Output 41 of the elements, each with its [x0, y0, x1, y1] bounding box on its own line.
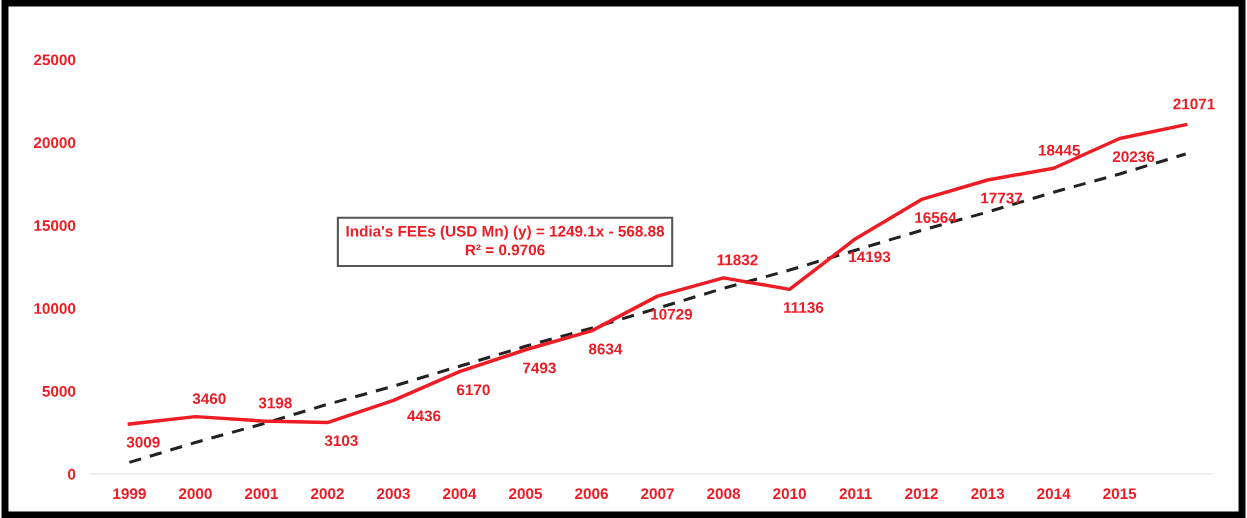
data-label: 7493	[523, 362, 556, 374]
data-label: 20236	[1112, 151, 1155, 163]
data-label: 8634	[588, 343, 623, 355]
x-tick-label: 2006	[575, 488, 608, 500]
data-label: 11136	[784, 302, 824, 313]
x-tick-label: 2008	[707, 488, 741, 500]
data-label: 6170	[456, 384, 490, 396]
data-label: 21071	[1173, 98, 1215, 110]
y-tick-label: 5000	[42, 385, 76, 397]
data-label: 16564	[915, 212, 957, 223]
data-label: 17737	[981, 192, 1023, 204]
data-label: 3103	[324, 435, 358, 447]
x-tick-label: 2004	[443, 488, 477, 500]
x-tick-label: 2005	[509, 488, 543, 500]
data-label: 3460	[192, 393, 226, 405]
data-label: 3009	[126, 436, 160, 448]
x-tick-label: 2000	[178, 488, 212, 500]
y-tick-label: 15000	[34, 220, 76, 232]
x-tick-label: 2001	[244, 488, 278, 500]
x-tick-label: 2013	[971, 488, 1005, 500]
x-tick-label: 2003	[377, 488, 410, 500]
data-label: 4436	[407, 410, 441, 422]
x-tick-label: 2014	[1037, 488, 1071, 500]
data-label: 10729	[651, 308, 693, 320]
data-label: 14193	[849, 251, 891, 263]
line-series	[127, 122, 1188, 426]
x-tick-label: 2010	[773, 488, 806, 500]
y-tick-label: 10000	[34, 303, 76, 314]
x-tick-label: 2011	[839, 488, 872, 500]
y-tick-label: 0	[68, 468, 76, 480]
data-label: 18445	[1038, 144, 1081, 156]
annotation: India's FEEs (USD Mn) (y) = 1249.1x - 568.88 R² = 0.9706	[346, 225, 665, 256]
y-tick-label: 20000	[33, 137, 76, 149]
data-label: 11832	[717, 254, 758, 266]
x-tick-label: 2007	[641, 488, 674, 500]
x-tick-label: 1999	[113, 488, 146, 500]
x-tick-label: 2002	[310, 488, 344, 500]
x-tick-label: 2012	[905, 488, 938, 500]
data-label: 3198	[258, 397, 292, 409]
x-tick-label: 2015	[1103, 488, 1137, 500]
y-tick-label: 25000	[33, 54, 76, 66]
